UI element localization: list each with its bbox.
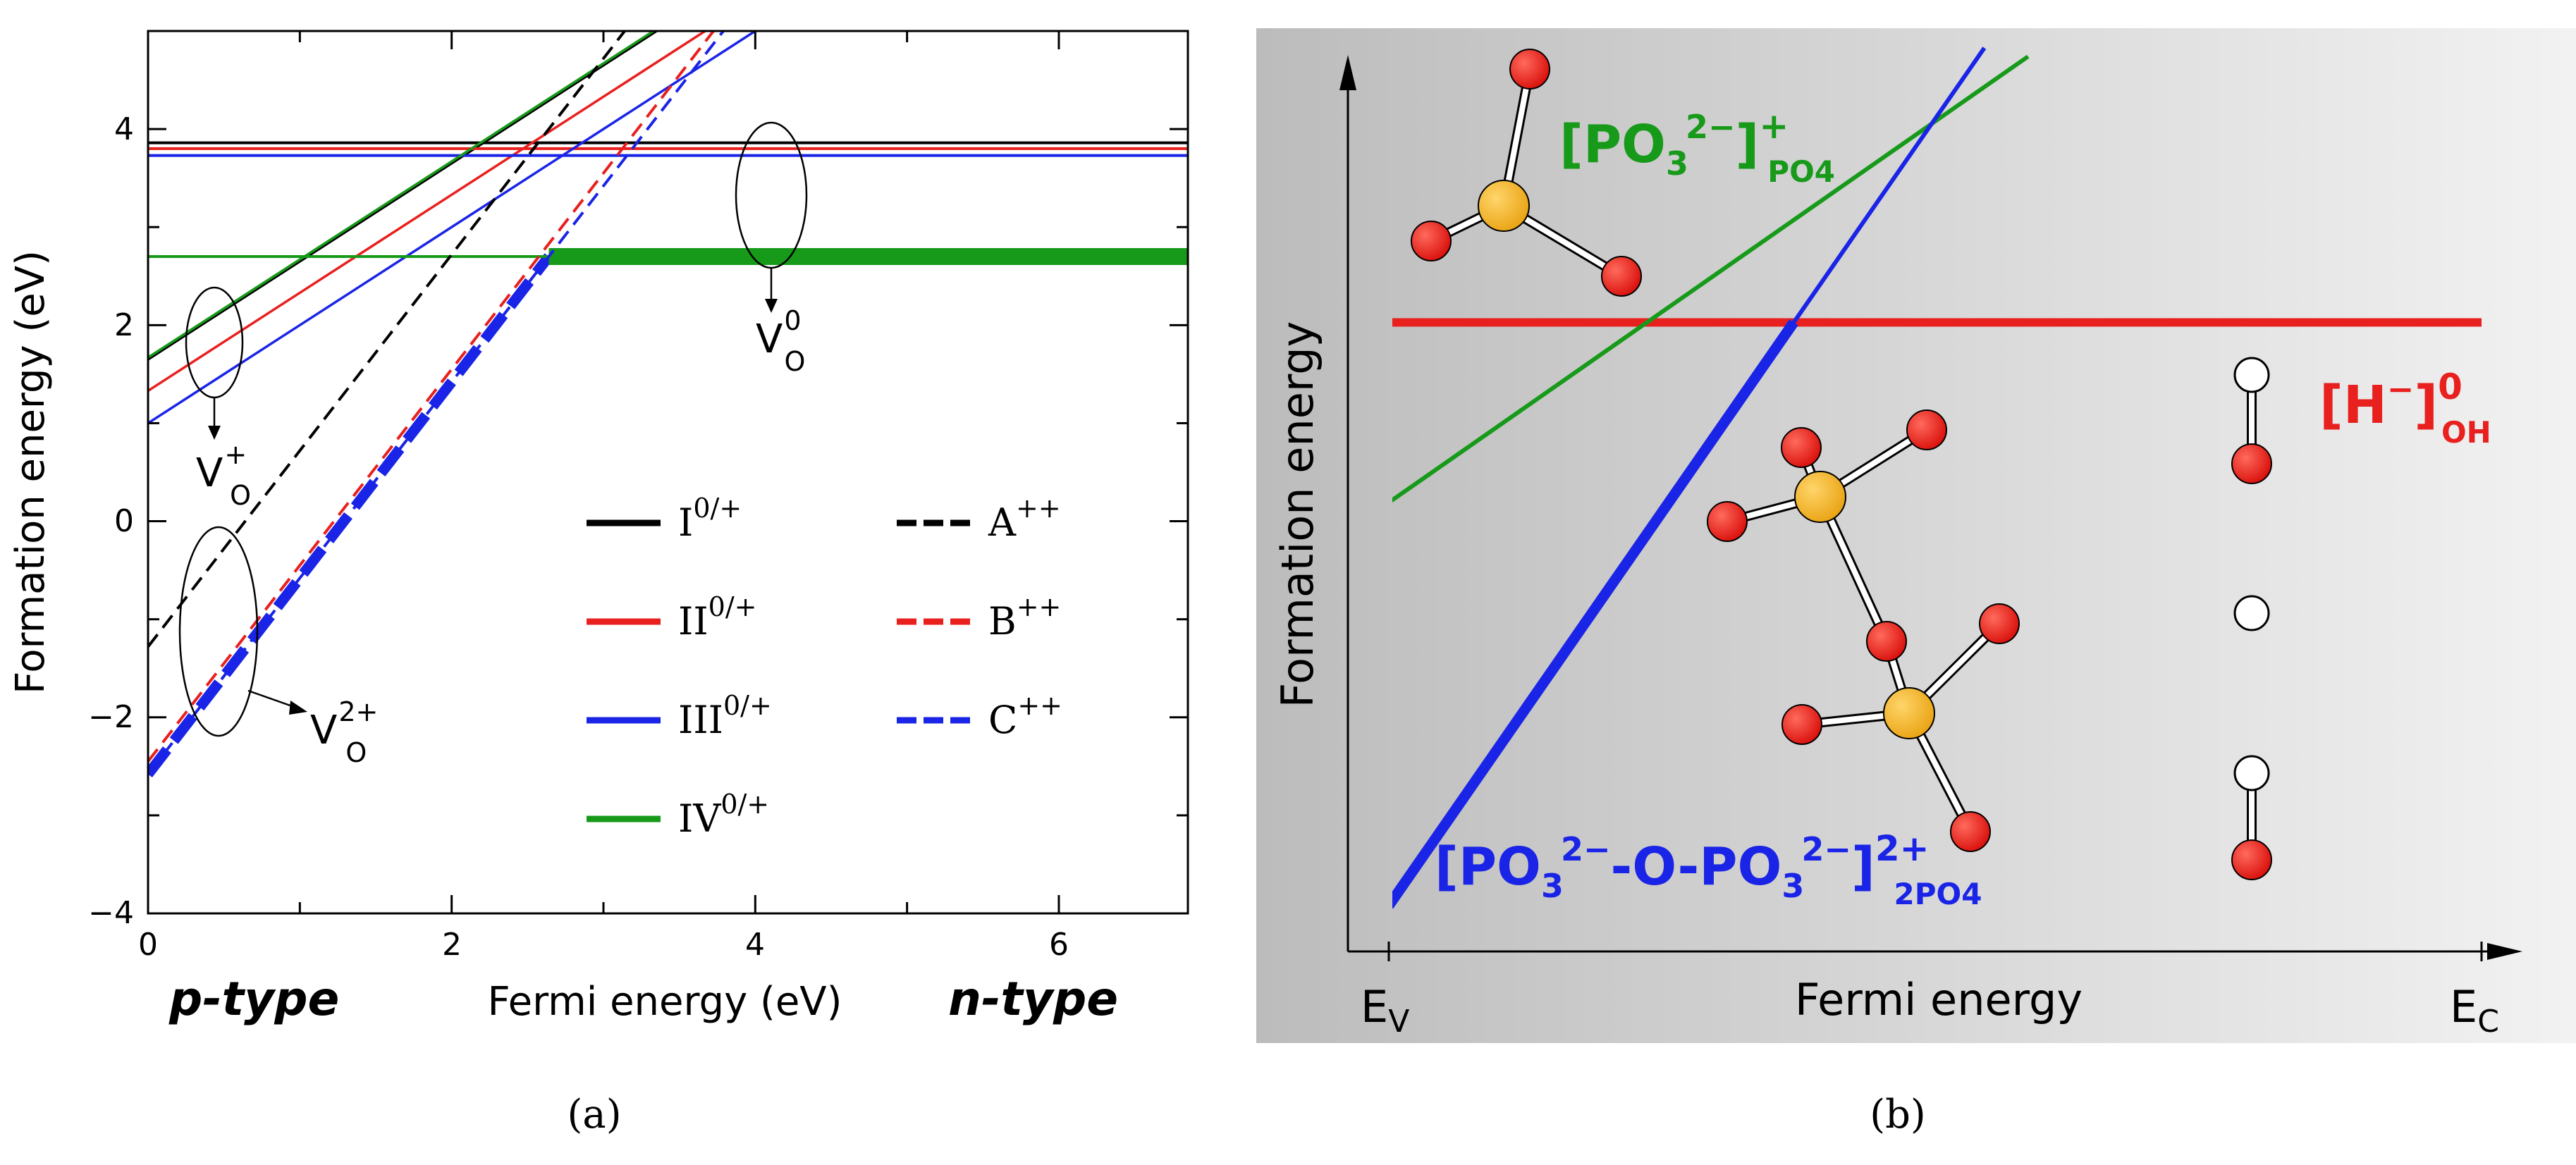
p-type-label: p-type xyxy=(168,972,339,1026)
x-tick-label: 4 xyxy=(745,927,765,963)
legend-entry-a: A++ xyxy=(897,493,1061,545)
legend-entry-iv: IV0/+ xyxy=(587,789,769,841)
legend-label: A++ xyxy=(988,493,1061,545)
oh-molecule-icons xyxy=(2231,357,2272,880)
series-po3_po4-line xyxy=(1392,54,2030,503)
v-2plus-annotation: V2+ O xyxy=(178,526,378,768)
legend-entry-c: C++ xyxy=(897,690,1062,742)
series-po3_o_po3-envelope-segment xyxy=(1392,319,1798,909)
hydrogen-atom-icon xyxy=(2233,357,2270,393)
y-tick-label: 2 xyxy=(114,307,134,343)
legend-a: I0/+ II0/+ III0/+ IV0/+ A++ B++ C++ xyxy=(587,493,1062,841)
series-iv-charged-line xyxy=(148,31,654,359)
x-axis-title-b: Fermi energy xyxy=(1795,974,2083,1025)
legend-label: B++ xyxy=(988,591,1061,643)
x-axis-arrow-b xyxy=(2487,943,2522,960)
v0-neutral-annotation: V0 O xyxy=(735,121,808,377)
caption-a: (a) xyxy=(567,1092,621,1138)
y-tick-label: 4 xyxy=(114,111,134,147)
ev-label: EV xyxy=(1361,981,1409,1040)
legend-label: III0/+ xyxy=(678,690,772,742)
v-plus-annotation: V+ O xyxy=(185,286,251,511)
legend-label: II0/+ xyxy=(678,591,757,643)
v-2plus-label: V2+ O xyxy=(310,696,378,768)
x-tick-labels-a: 0 2 4 6 xyxy=(138,927,1069,963)
y-tick-label: 0 xyxy=(114,503,134,539)
panel-a: 0 2 4 6 −4 −2 0 2 4 Fermi energy (eV) Fo… xyxy=(8,30,1189,1138)
axis-ticks-a xyxy=(147,30,1188,915)
legend-label: IV0/+ xyxy=(678,789,769,841)
oxygen-atom-icon xyxy=(2231,839,2272,880)
p2o7-molecule-icon xyxy=(1707,409,2020,852)
x-tick-label: 0 xyxy=(138,927,158,963)
x-tick-label: 6 xyxy=(1049,927,1069,963)
series-b-dashed-line xyxy=(148,31,715,763)
n-type-label: n-type xyxy=(948,972,1118,1026)
legend-entry-b: B++ xyxy=(897,591,1061,643)
v0-label: V0 O xyxy=(756,305,805,377)
plot-area-a xyxy=(148,31,1188,778)
series-ii-charged-line xyxy=(148,31,706,393)
label-po3-po4: [PO32−]+ PO4 xyxy=(1559,106,1835,189)
plot-area-b xyxy=(1392,47,2482,909)
hydrogen-atom-icon xyxy=(2233,595,2270,631)
v-plus-label: V+ O xyxy=(196,439,251,511)
legend-entry-i: I0/+ xyxy=(587,493,742,545)
y-tick-label: −4 xyxy=(88,895,134,931)
legend-entry-iii: III0/+ xyxy=(587,690,772,742)
series-c-dashed-line xyxy=(148,31,725,775)
series-i-charged-line xyxy=(148,31,658,361)
y-tick-label: −2 xyxy=(88,699,134,735)
x-tick-label: 2 xyxy=(442,927,462,963)
ec-label: EC xyxy=(2450,981,2499,1040)
series-iii-charged-line xyxy=(148,31,756,424)
y-tick-labels-a: −4 −2 0 2 4 xyxy=(88,111,134,931)
y-axis-title-b: Formation energy xyxy=(1272,321,1323,708)
plot-frame-a xyxy=(147,30,1189,915)
label-po3-o-po3: [PO32−-O-PO32−]2+ 2PO4 xyxy=(1435,828,1982,911)
y-axis-title-a: Formation energy (eV) xyxy=(8,250,54,694)
legend-entry-ii: II0/+ xyxy=(587,591,757,643)
series-a-dashed-line xyxy=(148,31,626,648)
panel-b-background xyxy=(1256,28,2576,1043)
legend-label: I0/+ xyxy=(678,493,742,545)
label-h-oh: [H−]0 OH xyxy=(2319,366,2491,450)
hydrogen-atom-icon xyxy=(2233,755,2270,791)
legend-label: C++ xyxy=(988,690,1062,742)
panel-b: Fermi energy Formation energy EV EC xyxy=(1256,28,2576,1138)
oxygen-atom-icon xyxy=(2231,443,2272,484)
po3-molecule-icon xyxy=(1411,49,1642,297)
caption-b: (b) xyxy=(1870,1092,1926,1138)
x-axis-title-a: Fermi energy (eV) xyxy=(488,979,842,1025)
y-axis-arrow-b xyxy=(1339,55,1356,90)
